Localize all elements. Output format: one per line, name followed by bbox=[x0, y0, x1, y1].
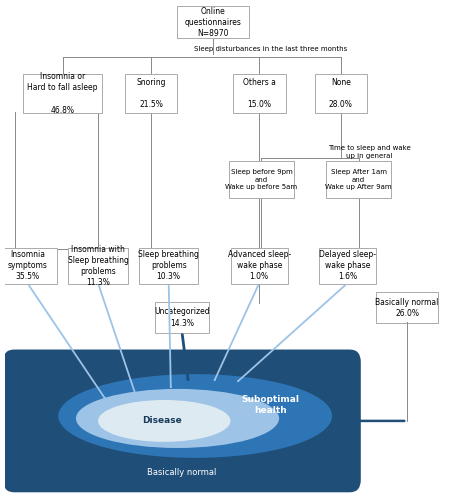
FancyBboxPatch shape bbox=[0, 248, 57, 284]
FancyBboxPatch shape bbox=[125, 74, 177, 113]
FancyBboxPatch shape bbox=[315, 74, 367, 113]
FancyBboxPatch shape bbox=[68, 248, 128, 284]
FancyBboxPatch shape bbox=[23, 74, 102, 113]
Text: Insomnia or
Hard to fall asleep

46.8%: Insomnia or Hard to fall asleep 46.8% bbox=[27, 72, 98, 114]
FancyBboxPatch shape bbox=[233, 74, 285, 113]
Text: Time to sleep and wake
up in general: Time to sleep and wake up in general bbox=[328, 145, 411, 158]
Text: Sleep before 9pm
and
Wake up before 5am: Sleep before 9pm and Wake up before 5am bbox=[225, 169, 297, 190]
Text: Delayed sleep-
wake phase
1.6%: Delayed sleep- wake phase 1.6% bbox=[319, 250, 376, 282]
Text: None

28.0%: None 28.0% bbox=[329, 78, 353, 109]
FancyBboxPatch shape bbox=[3, 350, 361, 492]
Text: Disease: Disease bbox=[142, 416, 182, 426]
FancyBboxPatch shape bbox=[177, 6, 249, 38]
Text: Basically normal
26.0%: Basically normal 26.0% bbox=[375, 298, 439, 318]
Ellipse shape bbox=[58, 374, 332, 458]
Text: Snoring

21.5%: Snoring 21.5% bbox=[136, 78, 166, 109]
FancyBboxPatch shape bbox=[231, 248, 288, 284]
Ellipse shape bbox=[76, 389, 279, 448]
FancyBboxPatch shape bbox=[377, 292, 438, 323]
Text: Sleep breathing
problems
10.3%: Sleep breathing problems 10.3% bbox=[138, 250, 199, 282]
Text: Basically normal: Basically normal bbox=[147, 468, 216, 477]
Text: Online
questionnaires
N=8970: Online questionnaires N=8970 bbox=[184, 6, 241, 38]
Text: Advanced sleep-
wake phase
1.0%: Advanced sleep- wake phase 1.0% bbox=[228, 250, 291, 282]
Text: Uncategorized
14.3%: Uncategorized 14.3% bbox=[154, 308, 210, 328]
FancyBboxPatch shape bbox=[154, 302, 209, 333]
Text: Sleep After 1am
and
Wake up After 9am: Sleep After 1am and Wake up After 9am bbox=[325, 169, 392, 190]
Text: Insomnia with
Sleep breathing
problems
11.3%: Insomnia with Sleep breathing problems 1… bbox=[68, 244, 128, 287]
Text: Insomnia
symptoms
35.5%: Insomnia symptoms 35.5% bbox=[7, 250, 47, 282]
FancyBboxPatch shape bbox=[139, 248, 198, 284]
Text: Sleep disturbances in the last three months: Sleep disturbances in the last three mon… bbox=[194, 46, 347, 52]
FancyBboxPatch shape bbox=[319, 248, 376, 284]
FancyBboxPatch shape bbox=[229, 162, 294, 198]
Text: Suboptimal
health: Suboptimal health bbox=[241, 394, 299, 414]
FancyBboxPatch shape bbox=[326, 162, 392, 198]
Text: Others a

15.0%: Others a 15.0% bbox=[243, 78, 276, 109]
Ellipse shape bbox=[98, 400, 230, 442]
